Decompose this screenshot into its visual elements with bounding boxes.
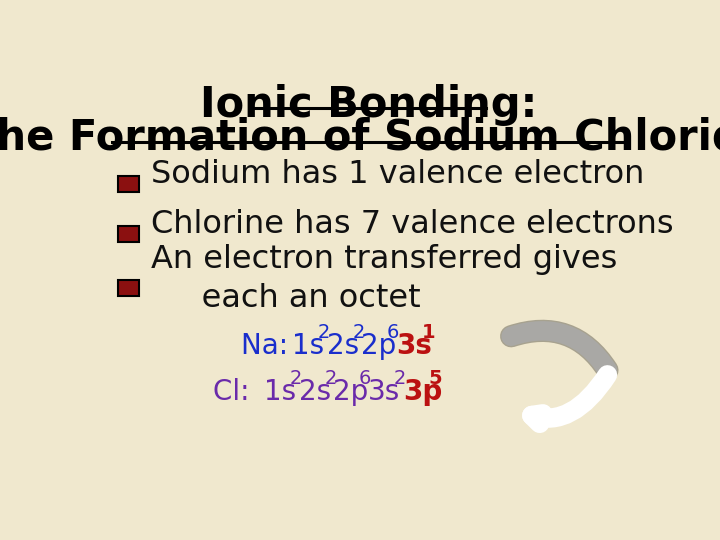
Text: Chlorine has 7 valence electrons: Chlorine has 7 valence electrons [151,210,674,240]
Text: 1s: 1s [264,377,296,406]
Text: 2p: 2p [361,332,397,360]
Text: Ionic Bonding:: Ionic Bonding: [200,84,538,125]
Text: 3p: 3p [402,377,442,406]
FancyArrowPatch shape [532,375,608,423]
Text: 2: 2 [289,369,302,388]
FancyArrowPatch shape [511,331,608,370]
Text: 2s: 2s [327,332,359,360]
Bar [118,176,139,192]
Text: Cl:: Cl: [213,377,258,406]
Text: 6: 6 [387,323,400,342]
Text: 2: 2 [325,369,337,388]
FancyArrowPatch shape [511,331,608,370]
Text: 3s: 3s [396,332,432,360]
Text: The Formation of Sodium Chloride: The Formation of Sodium Chloride [0,117,720,159]
Text: 1s: 1s [292,332,324,360]
Text: An electron transferred gives
     each an octet: An electron transferred gives each an oc… [151,244,618,314]
Bar [118,280,139,295]
Bar [118,226,139,241]
Text: 6: 6 [359,369,372,388]
Text: Na:: Na: [240,332,297,360]
Text: 1: 1 [422,323,436,342]
Text: 5: 5 [428,369,442,388]
Text: 2: 2 [394,369,406,388]
Text: 3s: 3s [368,377,400,406]
Text: 2s: 2s [299,377,331,406]
Text: 2p: 2p [333,377,369,406]
Text: 2: 2 [352,323,365,342]
Text: 2: 2 [318,323,330,342]
Text: Sodium has 1 valence electron: Sodium has 1 valence electron [151,159,644,191]
